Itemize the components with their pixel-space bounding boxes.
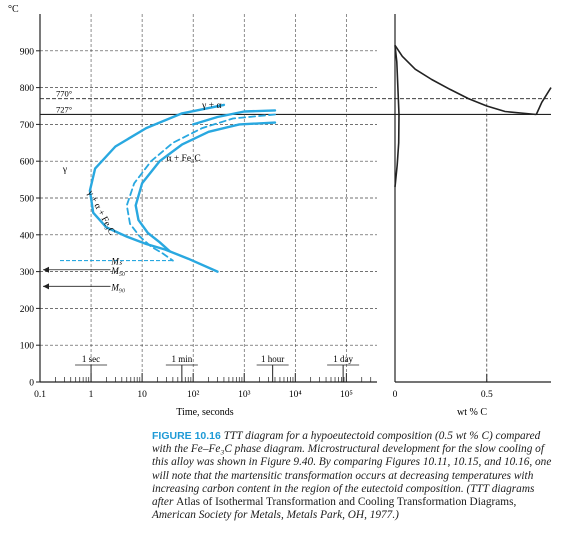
ttt-x-tick-label: 10²	[187, 390, 200, 400]
reference-temp-label: 727°	[56, 104, 72, 114]
ttt-curve	[125, 113, 276, 262]
ttt-y-tick-label: 700	[20, 121, 35, 131]
reference-lines	[40, 98, 551, 290]
phase-x-axis-label: wt % C	[457, 407, 487, 418]
phase-diagram	[394, 44, 552, 188]
ttt-y-tick-label: 600	[20, 158, 35, 168]
ttt-curve	[88, 103, 226, 273]
ttt-x-tick-label: 0.1	[34, 390, 46, 400]
reference-temp-label: 770°	[56, 89, 72, 99]
martensite-label: M₉₀	[110, 282, 125, 292]
ttt-x-tick-label: 10⁵	[340, 390, 353, 400]
ttt-y-tick-label: 0	[29, 379, 34, 389]
ttt-x-axis-label: Time, seconds	[176, 407, 234, 418]
ttt-x-tick-label: 10⁴	[289, 390, 303, 400]
phase-x-tick-label: 0	[393, 390, 398, 400]
phase-boundary	[394, 45, 400, 188]
ttt-curve	[192, 109, 277, 126]
ttt-x-tick-label: 1	[89, 390, 94, 400]
region-label: γ + α	[201, 101, 221, 111]
martensite-arrow	[43, 283, 49, 290]
ttt-x-tick-label: 10	[137, 390, 147, 400]
axes	[36, 14, 551, 383]
caption-body: Microstructural development for the slow…	[152, 443, 552, 509]
time-mark-label: 1 sec	[82, 354, 100, 364]
caption-label: FIGURE 10.16	[152, 430, 221, 442]
region-label: γ	[62, 165, 67, 175]
phase-x-tick-label: 0.5	[481, 390, 493, 400]
martensite-arrow	[43, 266, 49, 273]
time-mark-label: 1 day	[333, 354, 353, 364]
chart-labels: °C 0 100 200 300 400 500 600 700 800 900 0.1 1 10 10² 1…	[8, 4, 493, 418]
ttt-y-tick-label: 400	[20, 231, 35, 241]
region-label: α + Fe₃C	[166, 154, 200, 164]
ttt-x-tick-label: 10³	[238, 390, 251, 400]
ttt-y-tick-label: 500	[20, 195, 35, 205]
caption-source-rest: American Society for Metals, Metals Park…	[152, 509, 399, 522]
martensite-label: Mₛ	[110, 257, 122, 267]
ttt-y-tick-label: 900	[20, 47, 35, 57]
ttt-y-tick-label: 300	[20, 268, 35, 278]
time-mark-label: 1 hour	[261, 354, 284, 364]
ttt-curve	[134, 121, 277, 253]
phase-boundary	[394, 44, 537, 116]
phase-boundary	[535, 87, 552, 115]
y-unit-label: °C	[8, 4, 19, 15]
martensite-label: M₅₀	[110, 266, 125, 276]
caption-source-title: Atlas of Isothermal Transformation and C…	[176, 496, 517, 509]
ttt-y-tick-label: 200	[20, 305, 35, 315]
figure-caption: FIGURE 10.16 TTT diagram for a hypoeutec…	[152, 430, 554, 522]
caption-title: TTT diagram for a hypoeutectoid composit…	[152, 430, 541, 456]
ttt-y-tick-label: 100	[20, 342, 35, 352]
time-mark-label: 1 min	[171, 354, 192, 364]
grid-layer	[39, 14, 488, 382]
ttt-y-tick-label: 800	[20, 84, 35, 94]
region-label: γ + α + Fe₃C	[84, 188, 116, 236]
ttt-curves	[88, 103, 277, 273]
